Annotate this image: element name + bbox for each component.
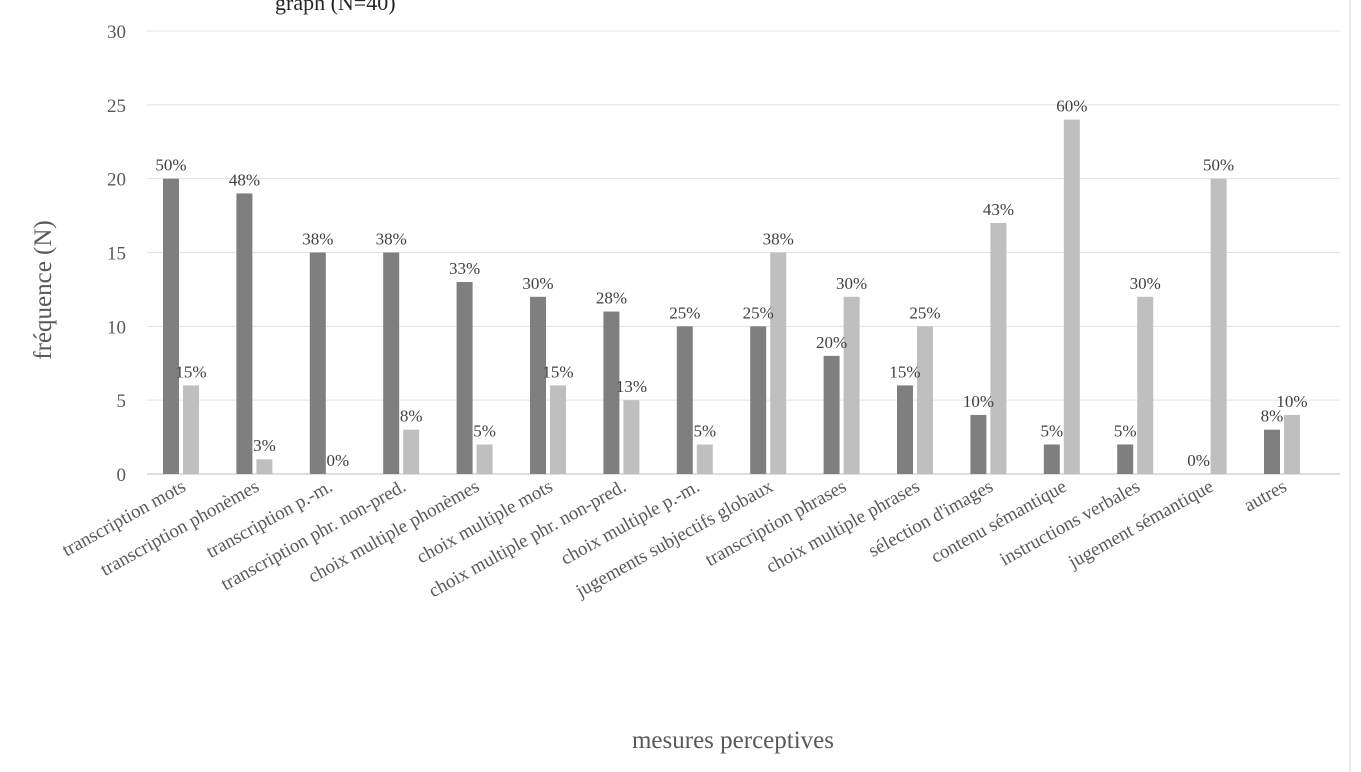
y-tick-label: 0 (117, 465, 127, 486)
bar-series-2 (256, 459, 273, 474)
data-label-series-2: 30% (1130, 274, 1161, 293)
bar-series-1 (1043, 444, 1060, 474)
header-fragment-text: graph (N=40) (275, 0, 396, 15)
bar-series-1 (897, 385, 913, 474)
bar-series-2 (770, 252, 787, 474)
bar-series-1 (163, 178, 179, 474)
bar-series-2 (183, 385, 199, 474)
bar-series-2 (1284, 414, 1300, 474)
data-label-series-2: 5% (473, 421, 496, 440)
y-tick-label: 15 (107, 244, 126, 265)
bar-series-1 (1117, 444, 1134, 474)
data-label-series-1: 38% (376, 230, 407, 249)
bar-series-2 (403, 429, 420, 474)
data-labels: 50% 15% 48% 3% 38% 0% 38% 8% 33% 5% 30% 15% 28% 13% 25… (155, 97, 1307, 470)
data-label-series-2: 13% (616, 377, 647, 396)
y-axis-tick-labels: 0 5 10 15 20 25 30 (107, 22, 126, 486)
bar-series-1 (750, 326, 767, 474)
data-label-series-1: 30% (522, 274, 553, 293)
data-label-series-2: 43% (983, 200, 1014, 219)
data-label-series-1: 33% (449, 259, 480, 278)
bar-series-2 (917, 326, 933, 474)
y-tick-label: 5 (117, 391, 127, 412)
data-label-series-1: 8% (1261, 407, 1284, 426)
data-label-series-2: 0% (326, 451, 349, 470)
header-fragment: graph (N=40) (275, 0, 396, 15)
data-label-series-1: 10% (963, 392, 994, 411)
bar-series-2 (623, 400, 640, 474)
y-tick-label: 20 (107, 170, 126, 191)
bar-series-1 (456, 282, 473, 474)
data-label-series-1: 20% (816, 333, 847, 352)
bar-series-2 (696, 444, 713, 474)
data-label-series-1: 5% (1114, 421, 1137, 440)
data-label-series-1: 25% (743, 303, 774, 322)
y-tick-label: 25 (107, 96, 126, 117)
y-tick-label: 10 (107, 317, 126, 338)
bar-series-1 (309, 252, 326, 474)
gridlines (147, 30, 1340, 475)
bar-series-1 (603, 311, 620, 474)
data-label-series-1: 48% (229, 170, 260, 189)
bar-series-1 (383, 252, 400, 474)
bar-series-2 (1063, 119, 1080, 474)
bar-series-2 (550, 385, 566, 474)
data-label-series-1: 50% (155, 156, 186, 175)
data-label-series-2: 30% (836, 274, 867, 293)
data-label-series-2: 15% (175, 362, 206, 381)
y-axis-title: fréquence (N) (30, 220, 57, 360)
bar-series-2 (843, 296, 860, 474)
data-label-series-2: 60% (1056, 97, 1087, 116)
bar-series-1 (970, 414, 987, 474)
bar-series-2 (1137, 296, 1154, 474)
data-label-series-2: 38% (763, 230, 794, 249)
x-axis-title: mesures perceptives (632, 727, 834, 754)
bar-series-1 (676, 326, 693, 474)
data-label-series-2: 25% (909, 303, 940, 322)
data-label-series-1: 38% (302, 230, 333, 249)
bar-series-1 (236, 193, 253, 474)
x-category-label: autres (1241, 476, 1291, 516)
data-label-series-1: 15% (889, 362, 920, 381)
y-tick-label: 30 (107, 22, 126, 43)
bar-series-1 (530, 296, 546, 474)
data-label-series-1: 28% (596, 289, 627, 308)
bar-series-2 (1210, 178, 1227, 474)
bar-series-2 (990, 222, 1007, 474)
data-label-series-2: 15% (542, 362, 573, 381)
bar-series-2 (476, 444, 493, 474)
bar-series-1 (823, 355, 840, 474)
bar-series-1 (1264, 429, 1280, 474)
data-label-series-2: 10% (1276, 392, 1307, 411)
data-label-series-2: 8% (400, 407, 423, 426)
bars (163, 119, 1300, 474)
data-label-series-2: 50% (1203, 156, 1234, 175)
data-label-series-2: 5% (693, 421, 716, 440)
data-label-series-1: 25% (669, 303, 700, 322)
data-label-series-1: 0% (1187, 451, 1210, 470)
data-label-series-1: 5% (1040, 421, 1063, 440)
data-label-series-2: 3% (253, 436, 276, 455)
